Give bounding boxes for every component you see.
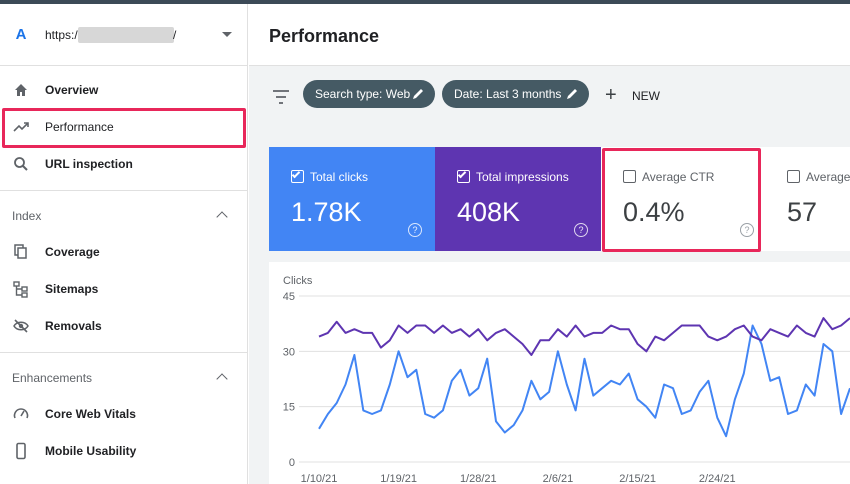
x-tick-label: 2/24/21 bbox=[699, 473, 736, 484]
property-url: https:/ bbox=[45, 28, 78, 42]
date-chip[interactable]: Date: Last 3 months bbox=[442, 80, 589, 108]
metric-cards: Total clicks 1.78K ? Total impressions 4… bbox=[269, 147, 850, 251]
x-tick-label: 1/28/21 bbox=[460, 473, 497, 484]
sidebar-item-performance[interactable]: Performance bbox=[0, 109, 248, 145]
performance-chart: Clicks 45 30 15 0 1/10/21 1/19/21 1/28/21 2/6/21… bbox=[269, 262, 850, 484]
chip-label: Search type: Web bbox=[315, 87, 411, 101]
x-tick-label: 2/6/21 bbox=[543, 473, 574, 484]
sidebar-item-removals[interactable]: Removals bbox=[0, 308, 248, 344]
x-tick-label: 1/19/21 bbox=[380, 473, 417, 484]
pencil-icon bbox=[413, 89, 423, 99]
search-icon bbox=[14, 157, 28, 171]
ctr-highlight-box bbox=[602, 148, 761, 252]
sidebar-item-label: URL inspection bbox=[45, 157, 133, 171]
checkbox-checked[interactable] bbox=[457, 169, 470, 183]
metric-label: Average bbox=[806, 170, 850, 184]
sidebar-item-label: Overview bbox=[45, 83, 99, 97]
pencil-icon bbox=[567, 89, 577, 99]
sidebar-item-url-inspection[interactable]: URL inspection bbox=[0, 146, 248, 182]
window-top-bar bbox=[0, 0, 850, 4]
phone-icon bbox=[16, 442, 26, 460]
y-tick-label: 30 bbox=[283, 346, 295, 358]
y-tick-label: 15 bbox=[283, 402, 295, 414]
y-tick-label: 45 bbox=[283, 291, 295, 303]
copy-icon bbox=[14, 244, 27, 259]
sidebar-item-label: Performance bbox=[45, 120, 114, 134]
sidebar-item-label: Removals bbox=[45, 319, 102, 333]
help-icon[interactable]: ? bbox=[740, 223, 754, 237]
search-type-chip[interactable]: Search type: Web bbox=[303, 80, 435, 108]
redacted-url bbox=[78, 27, 174, 43]
property-selector[interactable]: A https:/ / bbox=[0, 4, 248, 66]
plus-icon: + bbox=[605, 84, 617, 106]
sidebar-item-label: Mobile Usability bbox=[45, 444, 137, 458]
line-chart: Clicks 45 30 15 0 1/10/21 1/19/21 1/28/21 2/6/21… bbox=[283, 275, 850, 484]
trending-up-icon bbox=[13, 122, 29, 132]
metric-value: 408K bbox=[457, 197, 521, 227]
chevron-up-icon[interactable] bbox=[216, 373, 228, 385]
sidebar-item-label: Coverage bbox=[45, 245, 100, 259]
metric-label: Total clicks bbox=[310, 170, 369, 184]
sidebar-item-mobile-usability[interactable]: Mobile Usability bbox=[0, 433, 248, 469]
metric-card-total-impressions[interactable]: Total impressions 408K ? bbox=[435, 147, 601, 251]
x-tick-label: 2/15/21 bbox=[619, 473, 656, 484]
metric-card-total-clicks[interactable]: Total clicks 1.78K ? bbox=[269, 147, 435, 251]
sidebar-item-coverage[interactable]: Coverage bbox=[0, 234, 248, 270]
sidebar-item-label: Core Web Vitals bbox=[45, 407, 136, 421]
sidebar-item-overview[interactable]: Overview bbox=[0, 72, 248, 108]
checkbox-unchecked[interactable] bbox=[623, 170, 636, 183]
divider bbox=[0, 190, 248, 191]
metric-value: 57 bbox=[787, 197, 818, 227]
series-line-1 bbox=[318, 317, 850, 356]
new-filter-label: NEW bbox=[632, 89, 660, 103]
metric-label: Average CTR bbox=[642, 170, 715, 184]
chip-label: Date: Last 3 months bbox=[454, 87, 562, 101]
checkbox-checked[interactable] bbox=[291, 169, 304, 183]
y-axis-label: Clicks bbox=[283, 275, 313, 287]
main-content: Performance Search type: Web Date: Last … bbox=[249, 4, 850, 484]
metric-card-average-ctr[interactable]: Average CTR 0.4% ? bbox=[601, 147, 767, 251]
sitemap-icon bbox=[13, 281, 28, 298]
page-header: Performance bbox=[249, 4, 850, 66]
performance-highlight-box bbox=[2, 108, 246, 148]
checkbox-unchecked[interactable] bbox=[787, 170, 800, 183]
y-tick-label: 0 bbox=[289, 457, 295, 469]
property-logo-icon: A bbox=[15, 26, 27, 43]
metric-value: 0.4% bbox=[623, 197, 685, 227]
series-line-0 bbox=[318, 324, 850, 438]
x-tick-label: 1/10/21 bbox=[301, 473, 338, 484]
speed-icon bbox=[13, 408, 29, 419]
home-icon bbox=[15, 84, 27, 96]
chevron-up-icon[interactable] bbox=[216, 211, 228, 223]
metric-label: Total impressions bbox=[476, 170, 569, 184]
sidebar-item-sitemaps[interactable]: Sitemaps bbox=[0, 271, 248, 307]
divider bbox=[0, 352, 248, 353]
property-url-suffix: / bbox=[173, 28, 177, 42]
section-title-enhancements: Enhancements bbox=[12, 371, 93, 385]
metric-value: 1.78K bbox=[291, 197, 362, 227]
sidebar: A https:/ / Overview Performance URL ins… bbox=[0, 4, 248, 484]
sidebar-item-core-web-vitals[interactable]: Core Web Vitals bbox=[0, 396, 248, 432]
eye-off-icon bbox=[13, 319, 29, 333]
section-title-index: Index bbox=[12, 209, 42, 223]
filter-icon[interactable] bbox=[273, 90, 289, 104]
help-icon[interactable]: ? bbox=[574, 223, 588, 237]
sidebar-item-label: Sitemaps bbox=[45, 282, 99, 296]
chevron-down-icon[interactable] bbox=[222, 32, 232, 37]
help-icon[interactable]: ? bbox=[408, 223, 422, 237]
filter-bar: Search type: Web Date: Last 3 months + N… bbox=[249, 67, 850, 123]
metric-card-average-position[interactable]: Average 57 bbox=[767, 147, 850, 251]
page-title: Performance bbox=[269, 26, 380, 46]
